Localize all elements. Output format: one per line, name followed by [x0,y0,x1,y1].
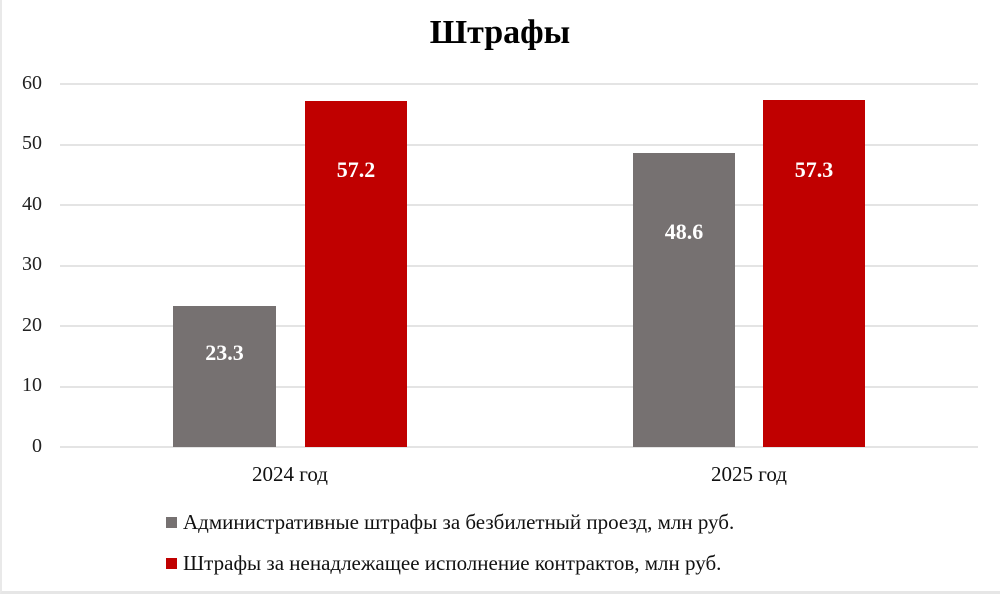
legend-item-contract-fines: Штрафы за ненадлежащее исполнение контра… [166,551,721,576]
bar-2025-contract-fines: 57.3 [763,100,865,447]
y-tick-30: 30 [22,253,42,275]
legend-label: Штрафы за ненадлежащее исполнение контра… [183,551,722,575]
bar-2025-admin-fines: 48.6 [633,153,735,447]
y-tick-0: 0 [32,435,42,457]
bar-value-label: 48.6 [664,219,704,244]
gridline-10 [60,386,978,388]
legend-swatch-gray [166,517,177,528]
legend-item-admin-fines: Административные штрафы за безбилетный п… [166,510,734,535]
bar-value-label: 57.2 [336,157,376,182]
y-tick-50: 50 [22,132,42,154]
bar-2024-contract-fines: 57.2 [305,101,407,447]
gridline-40 [60,204,978,206]
gridline-60 [60,83,978,85]
gridline-20 [60,325,978,327]
legend-label: Административные штрафы за безбилетный п… [183,510,735,534]
y-tick-20: 20 [22,314,42,336]
x-category-2024: 2024 год [252,462,328,486]
y-tick-10: 10 [22,374,42,396]
legend-swatch-red [166,558,177,569]
gridline-0 [60,446,978,448]
chart-title: Штрафы [429,14,571,51]
gridline-30 [60,265,978,267]
y-tick-60: 60 [22,72,42,94]
x-category-2025: 2025 год [711,462,787,486]
bar-2024-admin-fines: 23.3 [173,306,276,447]
bar-value-label: 57.3 [794,157,834,182]
y-tick-40: 40 [22,193,42,215]
gridline-50 [60,144,978,146]
bar-value-label: 23.3 [205,340,244,365]
